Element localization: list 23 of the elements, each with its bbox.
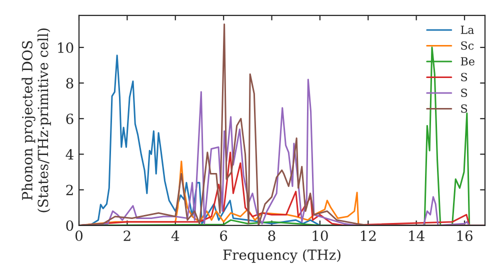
y-tick-label: 10 (58, 42, 74, 53)
legend-label: Be (460, 57, 474, 66)
legend-label: S (461, 88, 468, 98)
y-tick-label: 2 (66, 184, 73, 196)
x-tick-label: 6 (220, 230, 228, 242)
legend-label: S (461, 104, 468, 113)
legend-label: Sc (461, 41, 474, 50)
y-tick-label: 4 (66, 149, 74, 160)
y-tick-label: 6 (66, 114, 74, 124)
legend-label: La (460, 26, 474, 34)
x-tick-label: 2 (124, 230, 130, 241)
x-tick-label: 16 (457, 230, 472, 242)
y-tick-label: 0 (66, 220, 74, 231)
y-axis-title: Phonon projected DOS (States/THz·primitive cell) (22, 28, 51, 212)
x-tick-label: 10 (312, 230, 328, 242)
y-tick-label: 8 (66, 78, 74, 88)
x-axis-title: Frequency (THz) (223, 249, 340, 263)
x-tick-label: 4 (171, 230, 180, 241)
x-tick-label: 12 (361, 230, 376, 241)
legend-label: S (461, 72, 468, 82)
x-tick-label: 14 (409, 230, 424, 241)
x-tick-label: 0 (75, 230, 82, 242)
x-tick-label: 8 (268, 230, 276, 242)
